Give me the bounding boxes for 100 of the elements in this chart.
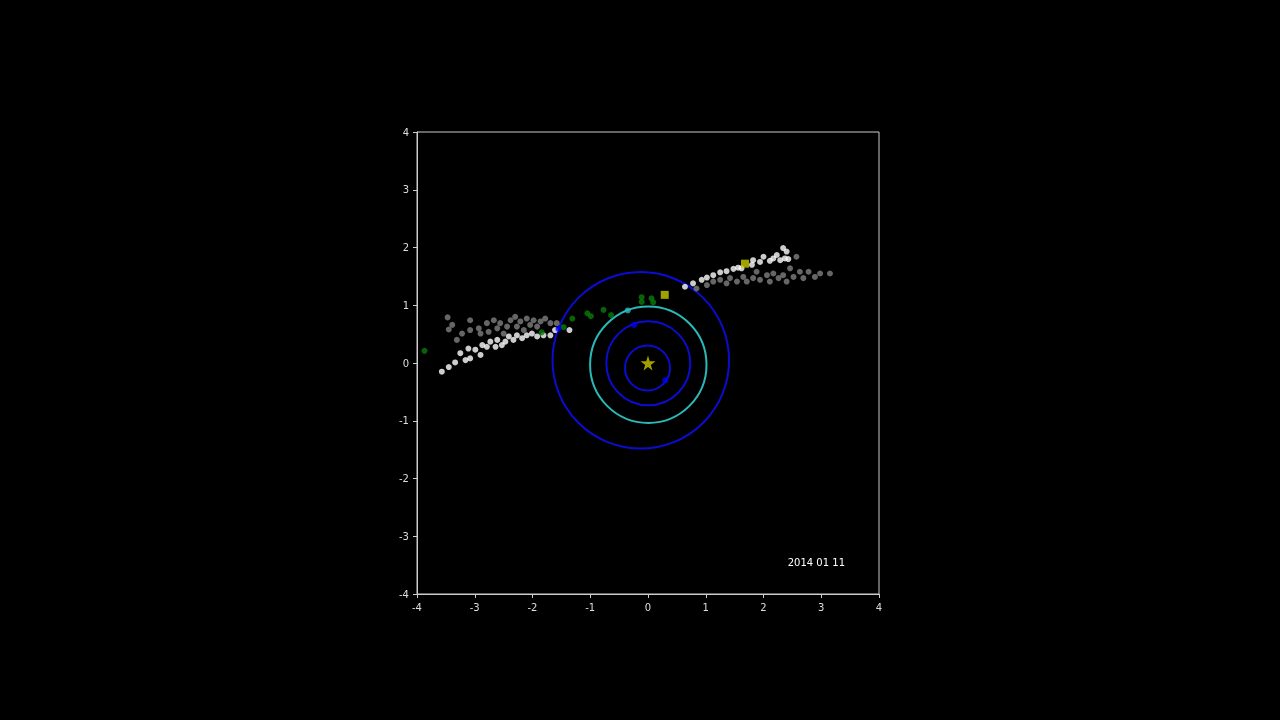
point	[811, 273, 818, 280]
point	[733, 278, 740, 285]
point	[483, 320, 490, 327]
y-tick-label: 3	[402, 184, 409, 196]
x-tick-label: 2	[760, 601, 767, 613]
point	[467, 355, 474, 362]
point	[547, 332, 554, 339]
point	[710, 272, 717, 279]
point	[547, 320, 554, 327]
point	[467, 317, 474, 324]
point	[757, 258, 764, 265]
point	[510, 336, 517, 343]
point	[467, 327, 474, 334]
point	[703, 274, 710, 281]
point	[727, 275, 734, 282]
point	[502, 338, 509, 345]
y-tick-label: 0	[402, 357, 409, 369]
point	[693, 285, 700, 292]
x-tick-label: 3	[818, 601, 825, 613]
point	[534, 323, 541, 330]
point	[717, 276, 724, 283]
x-tick-label: -3	[469, 601, 480, 613]
point	[624, 307, 631, 314]
point	[723, 268, 730, 275]
point	[527, 321, 534, 328]
point	[805, 268, 812, 275]
point	[638, 298, 645, 305]
point	[826, 270, 833, 277]
annotation: 2014 01 11	[787, 556, 846, 568]
point	[519, 335, 526, 342]
point	[542, 315, 549, 322]
point	[421, 347, 428, 354]
point	[793, 253, 800, 260]
y-tick-label: -4	[399, 588, 409, 600]
point	[505, 333, 512, 340]
y-tick-label: 2	[402, 242, 409, 253]
point	[528, 330, 535, 337]
point	[748, 261, 755, 268]
point	[477, 330, 484, 337]
point	[553, 320, 560, 327]
point	[608, 312, 615, 319]
x-tick-label: 1	[702, 601, 709, 613]
point	[530, 317, 537, 324]
point	[445, 364, 452, 371]
x-tick-label: -2	[527, 601, 538, 613]
point	[523, 332, 530, 339]
point	[698, 276, 705, 283]
point	[750, 275, 757, 282]
point	[513, 323, 520, 330]
x-tick-label: -1	[585, 601, 596, 613]
point	[750, 257, 757, 264]
point	[631, 321, 638, 328]
point	[472, 346, 479, 353]
point	[449, 321, 456, 328]
y-tick-label: 4	[402, 126, 409, 138]
point	[487, 338, 494, 345]
point	[445, 326, 452, 333]
point	[763, 272, 770, 279]
point	[783, 278, 790, 285]
x-tick-label: 0	[644, 601, 652, 613]
point	[500, 330, 507, 337]
point	[517, 318, 524, 325]
y-tick-label: -3	[399, 530, 409, 542]
point	[494, 325, 501, 332]
point	[741, 259, 750, 268]
point	[780, 272, 787, 279]
point	[485, 328, 492, 335]
x-tick-label: 4	[875, 601, 883, 613]
point	[723, 280, 730, 287]
point	[600, 306, 607, 313]
point	[483, 343, 490, 350]
point	[743, 278, 750, 285]
point	[787, 265, 794, 272]
point	[662, 377, 669, 384]
point	[710, 278, 717, 285]
point	[760, 253, 767, 260]
point	[790, 273, 797, 280]
point	[438, 368, 445, 375]
point	[444, 314, 451, 321]
point	[783, 248, 790, 255]
point	[479, 342, 486, 349]
point	[650, 299, 657, 306]
point	[753, 268, 760, 275]
point	[777, 257, 784, 264]
point	[513, 332, 520, 339]
point	[780, 245, 787, 252]
point	[465, 345, 472, 352]
point	[498, 342, 505, 349]
point	[520, 327, 527, 334]
y-tick-label: -1	[399, 415, 409, 427]
point	[690, 280, 697, 287]
point	[717, 269, 724, 276]
x-tick-label: -4	[412, 601, 422, 613]
point	[534, 333, 541, 340]
point	[703, 282, 710, 289]
point	[660, 290, 669, 299]
point	[477, 351, 484, 358]
point	[740, 273, 747, 280]
point	[785, 256, 792, 263]
point	[555, 325, 562, 332]
